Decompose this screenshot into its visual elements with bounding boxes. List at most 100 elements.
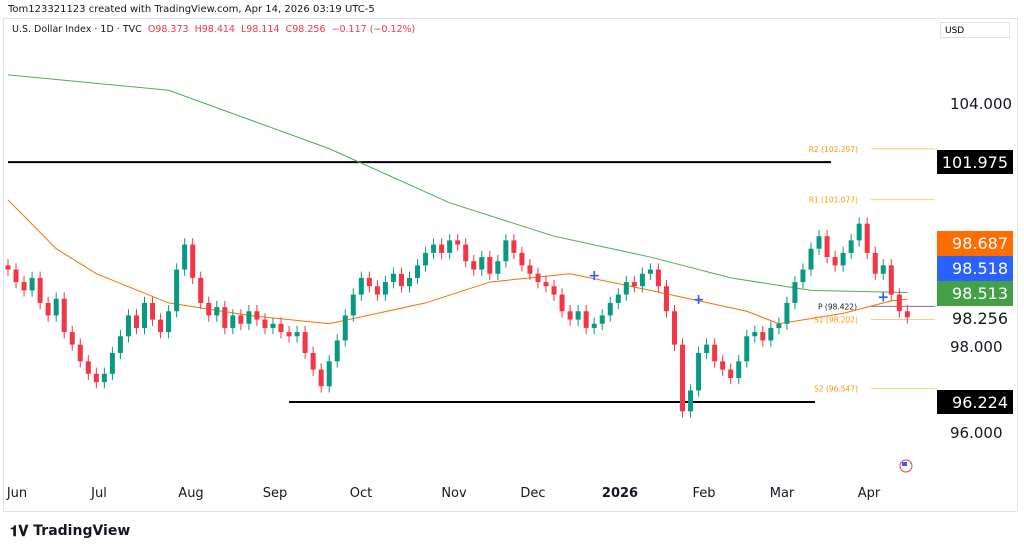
candle-body	[832, 257, 838, 266]
candle-body	[808, 248, 814, 270]
candle-body	[374, 286, 380, 295]
x-tick-label: Nov	[441, 486, 467, 501]
moving-average-line	[7, 199, 908, 325]
candle-body	[318, 369, 324, 387]
y-tick-label: 98.000	[950, 338, 1003, 356]
open-value: O98.373	[147, 24, 189, 35]
price-label-box	[937, 256, 1013, 281]
candle-body	[455, 240, 461, 245]
candle-body	[744, 336, 750, 362]
candle-body	[254, 311, 260, 320]
candle-body	[479, 257, 485, 270]
candle-body	[222, 307, 228, 328]
candle-body	[848, 240, 854, 253]
price-label: 96.224	[952, 393, 1008, 412]
candle-body	[206, 302, 212, 316]
candle-body	[77, 344, 83, 362]
candle-body	[366, 277, 372, 287]
x-tick-label: Oct	[350, 486, 372, 501]
candle-body	[671, 311, 677, 345]
candle-body	[720, 361, 726, 370]
candle-body	[93, 373, 99, 383]
candle-body	[704, 344, 710, 353]
candle-body	[527, 265, 533, 274]
candle-body	[896, 294, 902, 312]
candle-body	[856, 223, 862, 241]
candle-body	[390, 273, 396, 283]
candle-body	[270, 323, 276, 328]
x-tick-label: Apr	[858, 486, 881, 501]
candle-body	[447, 240, 453, 253]
candle-body	[583, 311, 589, 328]
candle-body	[53, 298, 59, 316]
symbol-name: U.S. Dollar Index · 1D · TVC	[12, 24, 142, 35]
candle-body	[69, 332, 75, 345]
candle-body	[800, 269, 806, 283]
candle-body	[519, 252, 525, 266]
candle-body	[623, 282, 629, 295]
candle-body	[407, 277, 412, 287]
candle-body	[21, 282, 27, 291]
high-value: H98.414	[194, 24, 235, 35]
candle-body	[655, 269, 661, 287]
candle-body	[712, 344, 718, 362]
candle-body	[864, 223, 870, 253]
candle-body	[495, 261, 501, 274]
candle-body	[752, 332, 758, 337]
candle-body	[29, 277, 35, 291]
currency-button[interactable]: USD	[940, 22, 1010, 38]
candle-body	[286, 332, 292, 337]
x-tick-label: Aug	[178, 486, 203, 501]
close-value: C98.256	[285, 24, 326, 35]
candle-body	[238, 315, 244, 324]
symbol-legend: U.S. Dollar Index · 1D · TVC O98.373 H98…	[12, 24, 415, 35]
pivot-label: P (98.422)	[818, 302, 857, 311]
candle-body	[736, 361, 742, 378]
moving-average-line	[7, 74, 908, 293]
candle-body	[535, 273, 541, 283]
x-tick-label: Mar	[770, 486, 795, 501]
candle-body	[551, 286, 557, 295]
candle-body	[816, 236, 822, 249]
price-label-box	[937, 281, 1013, 306]
candle-body	[696, 352, 702, 391]
tradingview-logo-icon: 𝟏𝐕	[10, 522, 29, 540]
candle-body	[591, 323, 597, 328]
chart-frame[interactable]	[3, 18, 1018, 512]
price-label: 98.687	[952, 234, 1008, 253]
candle-body	[133, 315, 139, 328]
price-label: 101.975	[942, 153, 1008, 172]
candle-body	[639, 273, 645, 287]
credit-line: Tom123321123 created with TradingView.co…	[8, 4, 375, 15]
candle-body	[824, 236, 830, 258]
candle-body	[214, 307, 220, 316]
x-tick-label: Sep	[263, 486, 288, 501]
candle-body	[334, 340, 340, 362]
cross-marker: +	[588, 268, 600, 284]
candle-body	[471, 261, 477, 270]
candle-body	[599, 315, 605, 324]
candle-body	[5, 265, 11, 270]
candle-body	[463, 244, 469, 262]
candle-body	[398, 273, 404, 287]
price-label-box	[937, 390, 1013, 414]
candle-body	[125, 315, 131, 337]
candle-body	[342, 315, 348, 341]
candle-body	[840, 252, 846, 266]
price-label: 98.513	[952, 284, 1008, 303]
x-tick-label: Jul	[90, 486, 107, 501]
pivot-label: R1 (101.077)	[809, 196, 858, 205]
x-tick-label: Jun	[6, 486, 27, 501]
tradingview-logo: 𝟏𝐕 TradingView	[10, 522, 130, 540]
price-label-box	[937, 231, 1013, 256]
candle-body	[487, 257, 493, 274]
candle-body	[85, 361, 91, 374]
candle-body	[543, 282, 549, 287]
candle-body	[575, 311, 581, 320]
candle-body	[511, 240, 517, 253]
x-tick-label: Dec	[520, 486, 545, 501]
candle-body	[310, 352, 316, 370]
candle-body	[61, 298, 67, 333]
candle-body	[768, 327, 774, 341]
